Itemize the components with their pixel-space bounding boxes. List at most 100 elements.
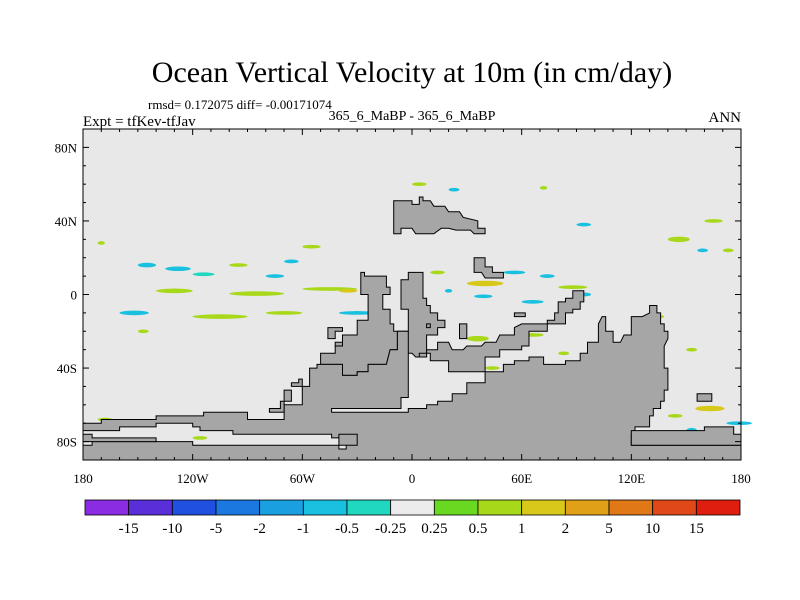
- colorbar-swatch: [608, 499, 654, 516]
- colorbar-swatch: [477, 499, 523, 516]
- y-tick-label: 40S: [57, 361, 77, 376]
- colorbar-swatch: [521, 499, 566, 516]
- x-tick-label: 180: [731, 471, 751, 486]
- anomaly-cell: [137, 329, 149, 334]
- anomaly-cell: [466, 280, 504, 287]
- land-antarctic-mid-cutout: [338, 433, 358, 446]
- colorbar-label: -15: [119, 521, 139, 537]
- anomaly-cell: [302, 244, 321, 249]
- colorbar-swatch: [302, 499, 348, 516]
- y-tick-label: 80S: [57, 435, 77, 450]
- case-label: 365_6_MaBP - 365_6_MaBP: [329, 109, 496, 124]
- colorbar-swatch: [84, 499, 130, 516]
- anomaly-cell: [156, 288, 193, 294]
- colorbar-label: -0.25: [375, 521, 406, 537]
- colorbar-swatch: [390, 499, 435, 516]
- anomaly-cell: [119, 310, 149, 316]
- land-ne-step-2: [426, 323, 431, 329]
- anomaly-cell: [576, 222, 592, 227]
- colorbar-label: 5: [605, 521, 613, 537]
- anomaly-cell: [338, 311, 376, 315]
- anomaly-cell: [448, 187, 460, 192]
- x-tick-label: 120E: [618, 471, 646, 486]
- x-tick-label: 60W: [290, 471, 316, 486]
- anomaly-cell: [539, 274, 555, 278]
- colorbar-swatch: [215, 499, 261, 516]
- anomaly-cell: [558, 285, 588, 289]
- colorbar-swatch: [346, 499, 392, 516]
- anomaly-cell: [192, 272, 215, 277]
- y-tick-label: 0: [71, 288, 78, 303]
- anomaly-cell: [539, 186, 548, 190]
- land-ne-step-3: [513, 312, 526, 318]
- anomaly-cell: [722, 248, 734, 253]
- anomaly-cell: [97, 241, 105, 245]
- anomaly-cell: [558, 351, 570, 356]
- land-south-asia-africa-block: [418, 290, 585, 373]
- anomaly-cell: [229, 263, 248, 267]
- y-axis: 80N 40N 0 40S 80S: [55, 128, 741, 461]
- land-south-islands-1: [327, 327, 343, 340]
- land-europe-asia: [393, 196, 486, 235]
- colorbar-label: 0.25: [421, 521, 447, 537]
- x-tick-label: 120W: [177, 471, 210, 486]
- x-tick-label: 180: [73, 471, 93, 486]
- colorbar-label: 2: [562, 521, 570, 537]
- anomaly-cell: [704, 219, 723, 223]
- anomaly-cell: [338, 288, 358, 293]
- anomaly-cell: [667, 236, 690, 243]
- expt-label: Expt = tfKev-tfJav: [83, 114, 196, 130]
- colorbar-label: -0.5: [335, 521, 359, 537]
- colorbar-label: 10: [645, 521, 660, 537]
- land-patagonia-small: [290, 378, 303, 387]
- anomaly-cell: [444, 288, 453, 293]
- stats-label: rmsd= 0.172075 diff= -0.00171074: [148, 97, 332, 112]
- anomaly-cell: [229, 291, 285, 296]
- anomaly-cell: [284, 259, 299, 264]
- colorbar-swatch: [128, 499, 173, 516]
- anomaly-cell: [137, 262, 157, 268]
- land-mask: [82, 196, 742, 461]
- land-south-islands-2: [334, 341, 343, 347]
- colorbar-label: 0.5: [469, 521, 488, 537]
- map-plot-area: [82, 128, 752, 461]
- anomaly-cell: [466, 335, 489, 342]
- land-small-island-ne: [473, 257, 504, 279]
- land-ne-step-1: [459, 323, 468, 340]
- colorbar-swatch: [259, 499, 304, 516]
- anomaly-cell: [192, 314, 248, 319]
- x-tick-label: 0: [409, 471, 416, 486]
- colorbar-swatch: [652, 499, 697, 516]
- colorbar-label: 15: [689, 521, 704, 537]
- anomaly-cell: [695, 405, 725, 412]
- colorbar-label: -10: [162, 521, 182, 537]
- land-americas: [320, 271, 446, 376]
- colorbar-swatch: [695, 499, 741, 516]
- colorbar-swatch: [564, 499, 610, 516]
- anomaly-cell: [667, 414, 683, 418]
- anomaly-cell: [165, 266, 191, 272]
- colorbar-swatch: [433, 499, 479, 516]
- y-tick-label: 80N: [55, 140, 78, 155]
- anomaly-cell: [686, 347, 698, 352]
- colorbar-label: -2: [253, 521, 266, 537]
- colorbar-label: 1: [518, 521, 526, 537]
- land-antarctic-east-notch: [630, 426, 742, 446]
- season-label: ANN: [709, 110, 742, 126]
- anomaly-cell: [503, 270, 526, 275]
- land-eastern-continent: [82, 305, 742, 461]
- chart-title: Ocean Vertical Velocity at 10m (in cm/da…: [152, 56, 672, 89]
- anomaly-cell: [474, 294, 493, 299]
- land-sw-step: [268, 389, 292, 413]
- anomaly-cell: [192, 436, 208, 440]
- anomaly-cell: [265, 274, 285, 278]
- anomaly-cell: [521, 300, 544, 304]
- anomaly-cell: [697, 248, 709, 253]
- colorbar: -15 -10 -5 -2 -1 -0.5 -0.25 0.25 0.5 1 2 5 10 15: [84, 499, 741, 537]
- colorbar-label: -1: [297, 521, 310, 537]
- anomaly-cell: [485, 366, 500, 370]
- colorbar-swatch: [171, 499, 217, 516]
- colorbar-label: -5: [210, 521, 223, 537]
- anomaly-cell: [265, 311, 303, 315]
